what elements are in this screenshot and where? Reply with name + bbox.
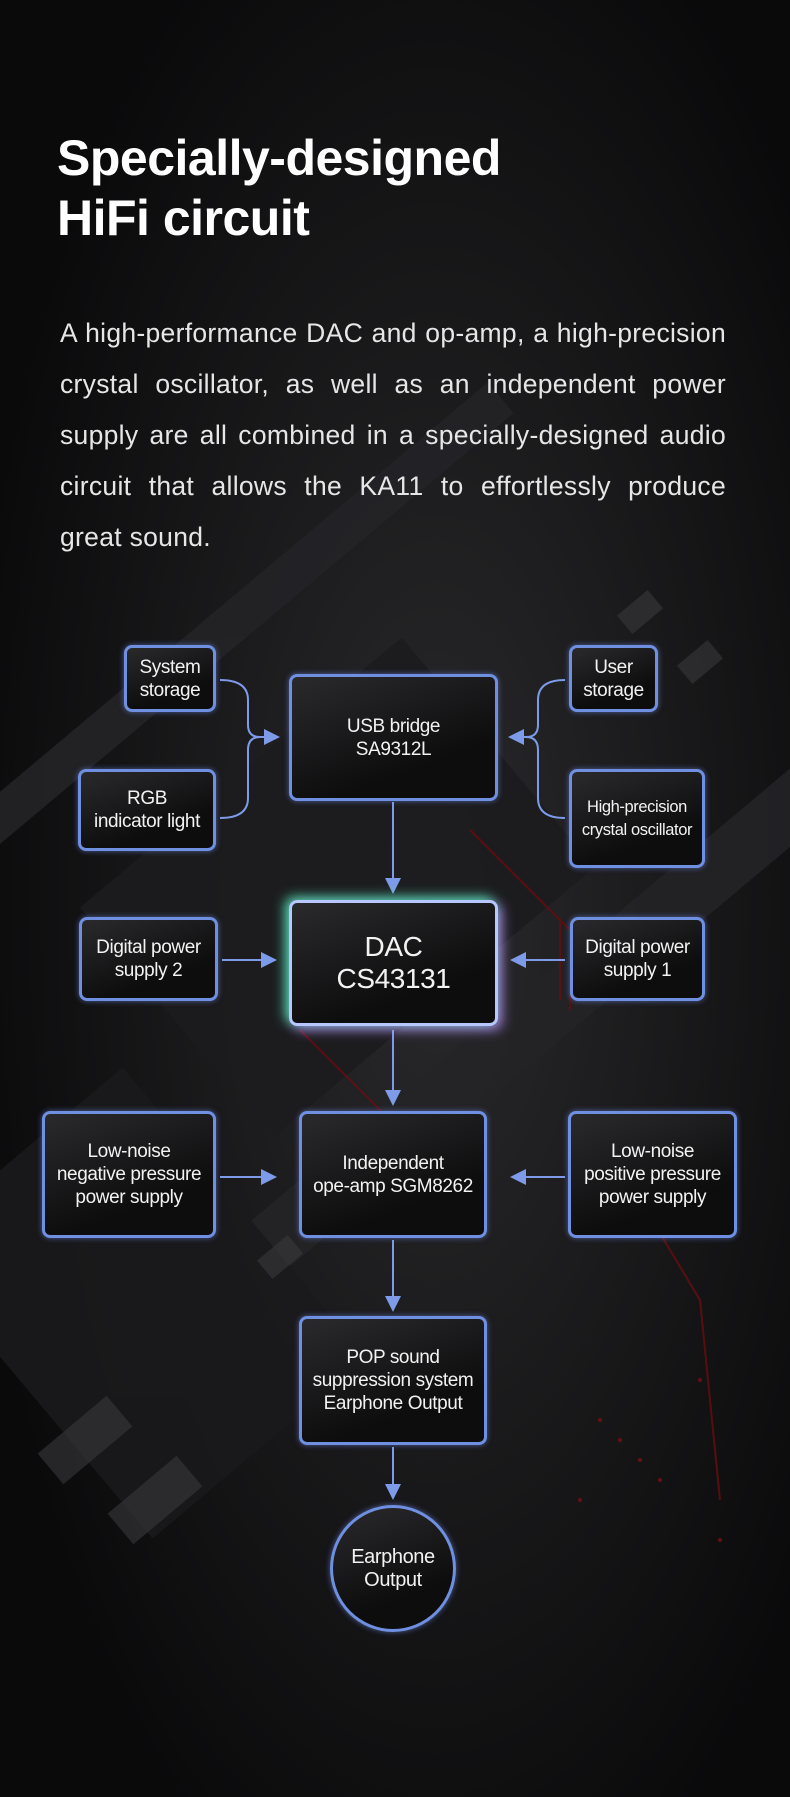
crystal-oscillator-block: High-precision crystal oscillator [569,769,705,868]
block-label: Earphone Output [351,1545,435,1591]
system-storage-block: System storage [124,645,216,712]
negative-supply-block: Low-noise negative pressure power supply [42,1111,216,1238]
connector-crystal [525,736,566,819]
block-label: RGB indicator light [94,788,200,832]
block-label: USB bridge SA9312L [346,715,441,760]
block-label: User storage [583,656,644,701]
digital-power-1-block: Digital power supply 1 [570,917,705,1001]
title-line-1: Specially-designed [57,130,501,186]
pop-suppression-block: POP sound suppression system Earphone Ou… [299,1316,487,1445]
description: A high-performance DAC and op-amp, a hig… [60,318,726,552]
dac-block: DAC CS43131 [289,900,498,1026]
positive-supply-block: Low-noise positive pressure power supply [568,1111,737,1238]
block-label: Digital power supply 2 [96,937,201,981]
connector-rgb [219,736,261,819]
block-label: System storage [139,656,201,701]
title-line-2: HiFi circuit [57,190,310,246]
block-label: Digital power supply 1 [585,937,690,981]
rgb-indicator-block: RGB indicator light [78,769,216,851]
usb-bridge-block: USB bridge SA9312L [289,674,498,801]
connector-user-storage [525,679,566,738]
block-label: DAC CS43131 [336,931,451,994]
digital-power-2-block: Digital power supply 2 [79,917,218,1001]
user-storage-block: User storage [569,645,658,712]
block-label: Low-noise positive pressure power supply [584,1141,721,1208]
block-label: POP sound suppression system Earphone Ou… [312,1347,474,1414]
opamp-block: Independent ope-amp SGM8262 [299,1111,487,1238]
block-label: Low-noise negative pressure power supply [56,1141,202,1208]
block-label: Independent ope-amp SGM8262 [313,1152,473,1197]
earphone-output-node: Earphone Output [330,1505,456,1632]
block-label: High-precision crystal oscillator [581,797,693,839]
connector-system-storage [219,679,261,738]
page-title: Specially-designed HiFi circuit [57,128,501,248]
